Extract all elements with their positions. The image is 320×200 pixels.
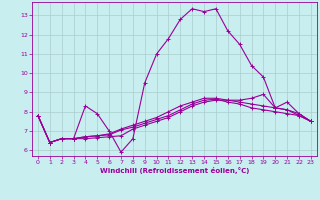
X-axis label: Windchill (Refroidissement éolien,°C): Windchill (Refroidissement éolien,°C) [100, 167, 249, 174]
